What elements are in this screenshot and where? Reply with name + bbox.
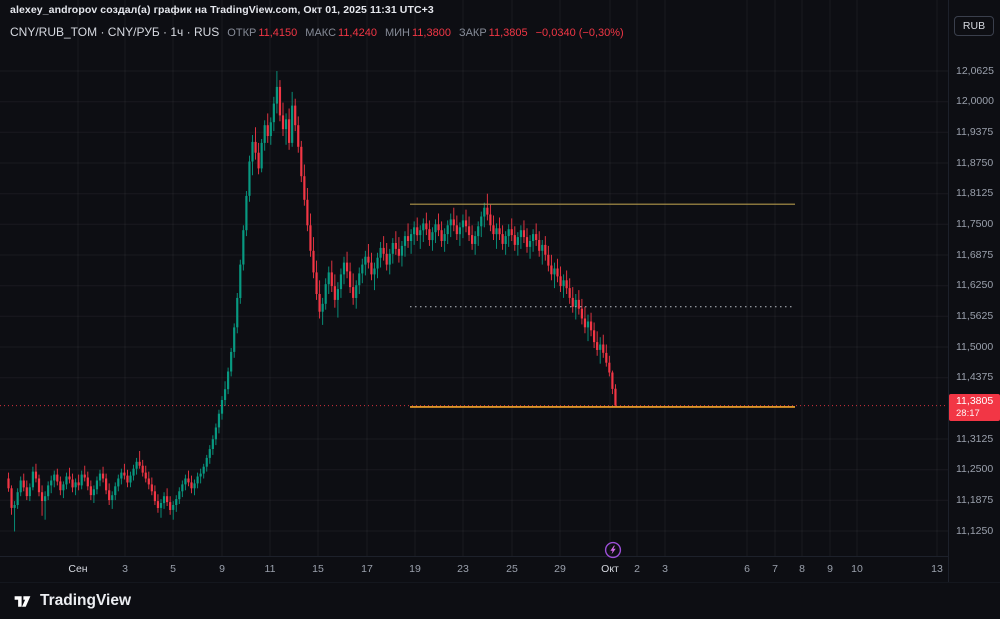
candlestick-chart-svg[interactable] (0, 0, 948, 556)
change-value: −0,0340 (−0,30%) (535, 27, 624, 39)
price-axis-label: 11,4375 (956, 371, 994, 384)
ohlc-label: МИН (384, 27, 410, 39)
price-axis-label: 11,6250 (956, 279, 994, 292)
time-axis-label: 13 (931, 563, 943, 575)
bar-countdown: 28:17 (956, 407, 980, 419)
ohlc-value: 11,3800 (411, 27, 451, 39)
time-axis-label: 6 (744, 563, 750, 575)
chart-plot-area[interactable]: CNY/RUB_TOM · CNY/РУБ · 1ч · RUS ОТКР 11,4… (0, 0, 948, 559)
symbol-title[interactable]: CNY/RUB_TOM · CNY/РУБ · 1ч · RUS (10, 25, 220, 39)
tradingview-mark-icon (14, 595, 31, 607)
price-axis-label: 11,8750 (956, 156, 994, 169)
price-axis-label: 11,1250 (956, 524, 994, 537)
time-axis-label: 15 (312, 563, 324, 575)
last-price-label: 11,3805 28:17 (949, 393, 1000, 421)
time-axis-label: Сен (68, 563, 88, 575)
ohlc-values: ОТКР 11,4150 МАКС 11,4240 МИН 11,3800 ЗАКР 11,3… (219, 25, 527, 39)
time-axis-label: 9 (219, 563, 225, 575)
time-axis-label: 3 (662, 563, 668, 575)
time-axis-label: 11 (264, 563, 276, 575)
time-axis-label: 2 (634, 563, 640, 575)
time-axis-label: 8 (799, 563, 805, 575)
time-axis-label: 17 (361, 563, 373, 575)
time-axis-label: 25 (506, 563, 518, 575)
ohlc-label: ЗАКР (458, 27, 487, 39)
currency-toggle-button[interactable]: RUB (954, 16, 994, 36)
time-axis-label: 10 (851, 563, 863, 575)
time-axis-label: 23 (457, 563, 469, 575)
time-axis-label: Окт (601, 563, 619, 575)
lightning-marker[interactable] (604, 541, 622, 559)
time-axis-label: 9 (827, 563, 833, 575)
tradingview-wordmark: TradingView (40, 592, 132, 609)
price-axis-label: 11,1875 (956, 493, 994, 506)
ohlc-label: ОТКР (227, 27, 257, 39)
candlestick-series (7, 71, 617, 532)
grid-lines (0, 0, 948, 556)
price-scale[interactable]: RUB 12,0625 12,0000 11,9375 11,8750 11,8125 1… (948, 0, 1000, 582)
ohlc-value: 11,4240 (338, 27, 377, 39)
last-price-value: 11,3805 (956, 394, 994, 407)
time-scale[interactable]: Сен 3 5 9 11 15 17 19 23 25 29 Окт 2 3 6 7 8 9 10 13 (0, 556, 948, 582)
time-axis-label: 3 (122, 563, 128, 575)
ohlc-label: МАКС (305, 27, 337, 39)
price-axis-label: 11,7500 (956, 217, 994, 230)
price-axis-label: 11,9375 (956, 125, 994, 138)
price-axis-label: 11,6875 (956, 248, 994, 261)
price-axis-label: 11,2500 (956, 463, 994, 476)
price-axis-label: 11,5625 (956, 309, 994, 322)
attribution-bar: alexey_andropov создал(а) график на Trad… (10, 4, 434, 16)
price-axis-label: 11,8125 (956, 187, 994, 200)
symbol-legend: CNY/RUB_TOM · CNY/РУБ · 1ч · RUS ОТКР 11,4… (10, 25, 624, 39)
bottom-toolbar: TradingView (0, 582, 1000, 619)
time-axis-label: 29 (554, 563, 566, 575)
price-axis-label: 11,5000 (956, 340, 994, 353)
ohlc-value: 11,4150 (258, 27, 298, 39)
attribution-text: alexey_andropov создал(а) график на Trad… (10, 4, 434, 16)
time-axis-label: 19 (409, 563, 421, 575)
drawing-horizontal-lines[interactable] (410, 203, 795, 408)
time-axis-label: 5 (170, 563, 176, 575)
price-axis-label: 11,3125 (956, 432, 994, 445)
lightning-icon (604, 541, 622, 559)
ohlc-value: 11,3805 (488, 27, 528, 39)
price-axis-label: 12,0000 (956, 95, 994, 108)
time-axis-label: 7 (772, 563, 778, 575)
price-axis-label: 12,0625 (956, 64, 994, 77)
tradingview-logo[interactable]: TradingView (12, 591, 131, 612)
